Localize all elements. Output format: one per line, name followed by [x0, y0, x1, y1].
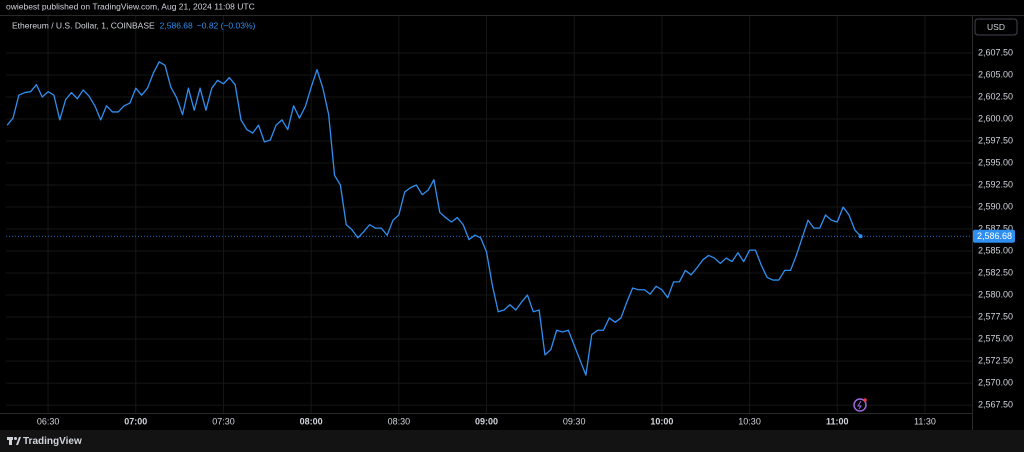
x-tick-label: 07:30 — [212, 416, 235, 426]
x-tick-label: 10:00 — [650, 416, 673, 426]
x-tick-label: 08:30 — [388, 416, 411, 426]
last-point — [858, 234, 863, 239]
y-tick-label: 2,582.50 — [978, 267, 1013, 277]
y-tick-label: 2,572.50 — [978, 355, 1013, 365]
currency-label[interactable]: USD — [987, 22, 1005, 32]
y-tick-label: 2,597.50 — [978, 135, 1013, 145]
alert-icon[interactable] — [853, 398, 867, 412]
x-tick-label: 07:00 — [124, 416, 147, 426]
y-tick-label: 2,577.50 — [978, 311, 1013, 321]
x-tick-label: 06:30 — [37, 416, 60, 426]
y-tick-label: 2,602.50 — [978, 91, 1013, 101]
y-tick-label: 2,590.00 — [978, 201, 1013, 211]
y-tick-label: 2,580.00 — [978, 289, 1013, 299]
y-tick-label: 2,592.50 — [978, 179, 1013, 189]
y-tick-label: 2,570.00 — [978, 377, 1013, 387]
price-tag — [973, 229, 1015, 243]
x-tick-label: 11:30 — [914, 416, 936, 426]
x-tick-label: 10:30 — [738, 416, 761, 426]
y-tick-label: 2,607.50 — [978, 47, 1013, 57]
y-tick-label: 2,567.50 — [978, 399, 1013, 409]
x-tick-label: 09:00 — [475, 416, 498, 426]
chart-title: Ethereum / U.S. Dollar, 1, COINBASE — [12, 20, 155, 30]
y-tick-label: 2,605.00 — [978, 69, 1013, 79]
plot — [6, 61, 972, 376]
price-tag-label: 2,586.68 — [977, 231, 1012, 241]
x-tick-label: 09:30 — [563, 416, 586, 426]
header-change: −0.82 (−0.03%) — [197, 20, 256, 30]
x-tick-label: 08:00 — [300, 416, 323, 426]
y-tick-label: 2,595.00 — [978, 157, 1013, 167]
x-tick-label: 11:00 — [826, 416, 849, 426]
header-price: 2,586.68 — [160, 20, 193, 30]
currency-button[interactable] — [974, 18, 1018, 36]
y-tick-label: 2,600.00 — [978, 113, 1013, 123]
y-tick-label: 2,587.50 — [978, 223, 1013, 233]
brand: TradingView — [23, 436, 82, 447]
footer-bar — [0, 430, 1024, 452]
publisher-note: owiebest published on TradingView.com, A… — [6, 1, 255, 11]
y-tick-label: 2,575.00 — [978, 333, 1013, 343]
tv-logo — [7, 437, 21, 445]
y-tick-label: 2,585.00 — [978, 245, 1013, 255]
price-line — [6, 61, 862, 376]
